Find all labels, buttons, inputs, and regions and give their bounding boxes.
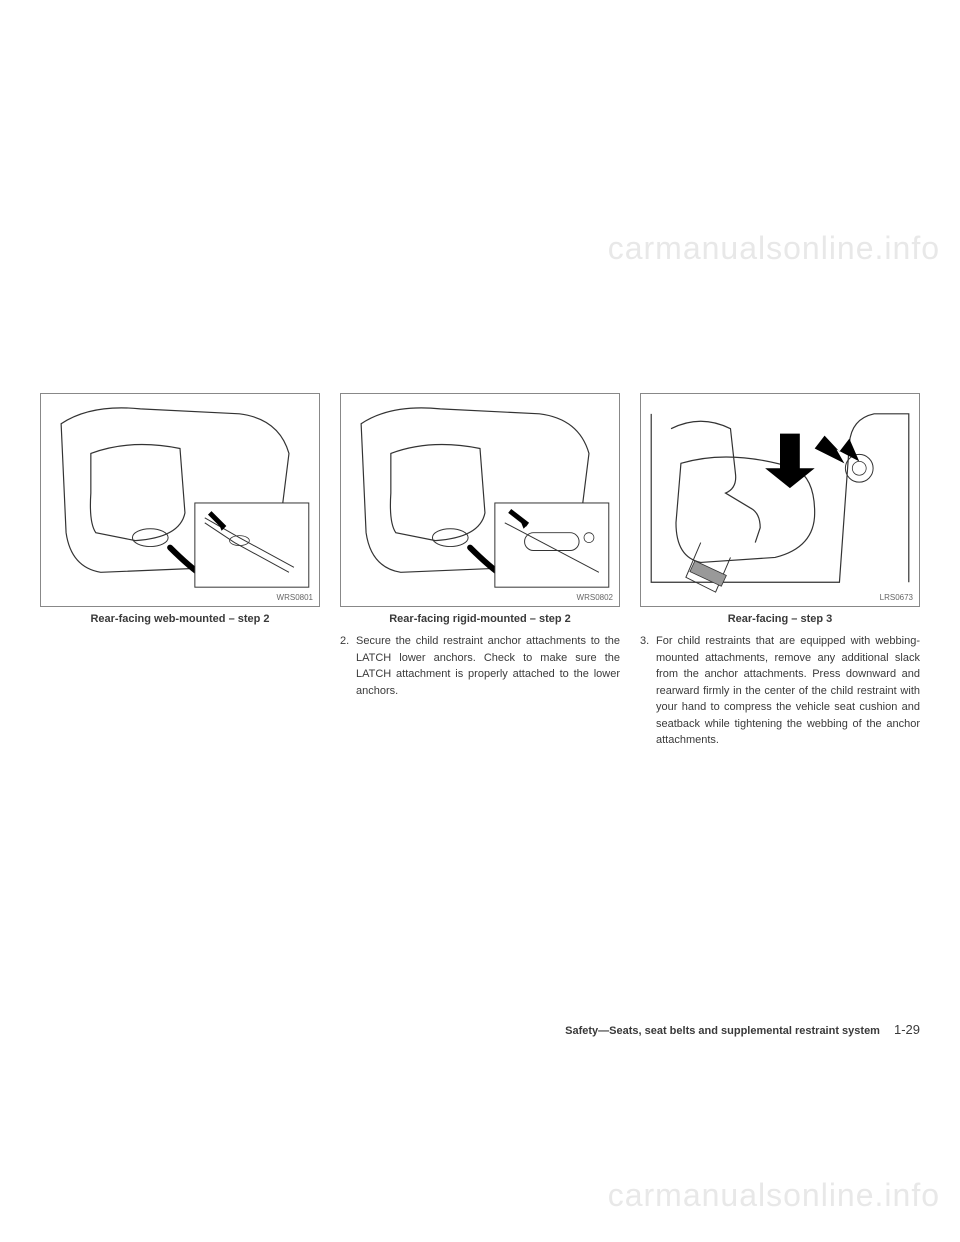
figure-code-3: LRS0673	[880, 593, 913, 602]
body-text-2: 2. Secure the child restraint anchor att…	[340, 633, 620, 699]
list-content-3: For child restraints that are equipped w…	[656, 633, 920, 749]
list-number-2: 2.	[340, 633, 356, 699]
watermark-top: carmanualsonline.info	[608, 230, 940, 267]
figure-1: WRS0801	[40, 393, 320, 607]
content-row: WRS0801 Rear-facing web-mounted – step 2…	[40, 393, 920, 749]
page-footer: Safety—Seats, seat belts and supplementa…	[565, 1022, 920, 1037]
list-number-3: 3.	[640, 633, 656, 749]
seat-illustration-2	[341, 394, 619, 606]
column-1: WRS0801 Rear-facing web-mounted – step 2	[40, 393, 320, 749]
figure-code-2: WRS0802	[577, 593, 613, 602]
seat-illustration-3	[641, 394, 919, 606]
figure-code-1: WRS0801	[277, 593, 313, 602]
footer-section: Safety—Seats, seat belts and supplementa…	[565, 1025, 880, 1037]
caption-1: Rear-facing web-mounted – step 2	[40, 613, 320, 625]
caption-2: Rear-facing rigid-mounted – step 2	[340, 613, 620, 625]
footer-page-number: 1-29	[894, 1022, 920, 1037]
seat-illustration-1	[41, 394, 319, 606]
list-content-2: Secure the child restraint anchor attach…	[356, 633, 620, 699]
body-text-3: 3. For child restraints that are equippe…	[640, 633, 920, 749]
figure-2: WRS0802	[340, 393, 620, 607]
caption-3: Rear-facing – step 3	[640, 613, 920, 625]
figure-3: LRS0673	[640, 393, 920, 607]
watermark-bottom: carmanualsonline.info	[608, 1177, 940, 1214]
column-3: LRS0673 Rear-facing – step 3 3. For chil…	[640, 393, 920, 749]
column-2: WRS0802 Rear-facing rigid-mounted – step…	[340, 393, 620, 749]
